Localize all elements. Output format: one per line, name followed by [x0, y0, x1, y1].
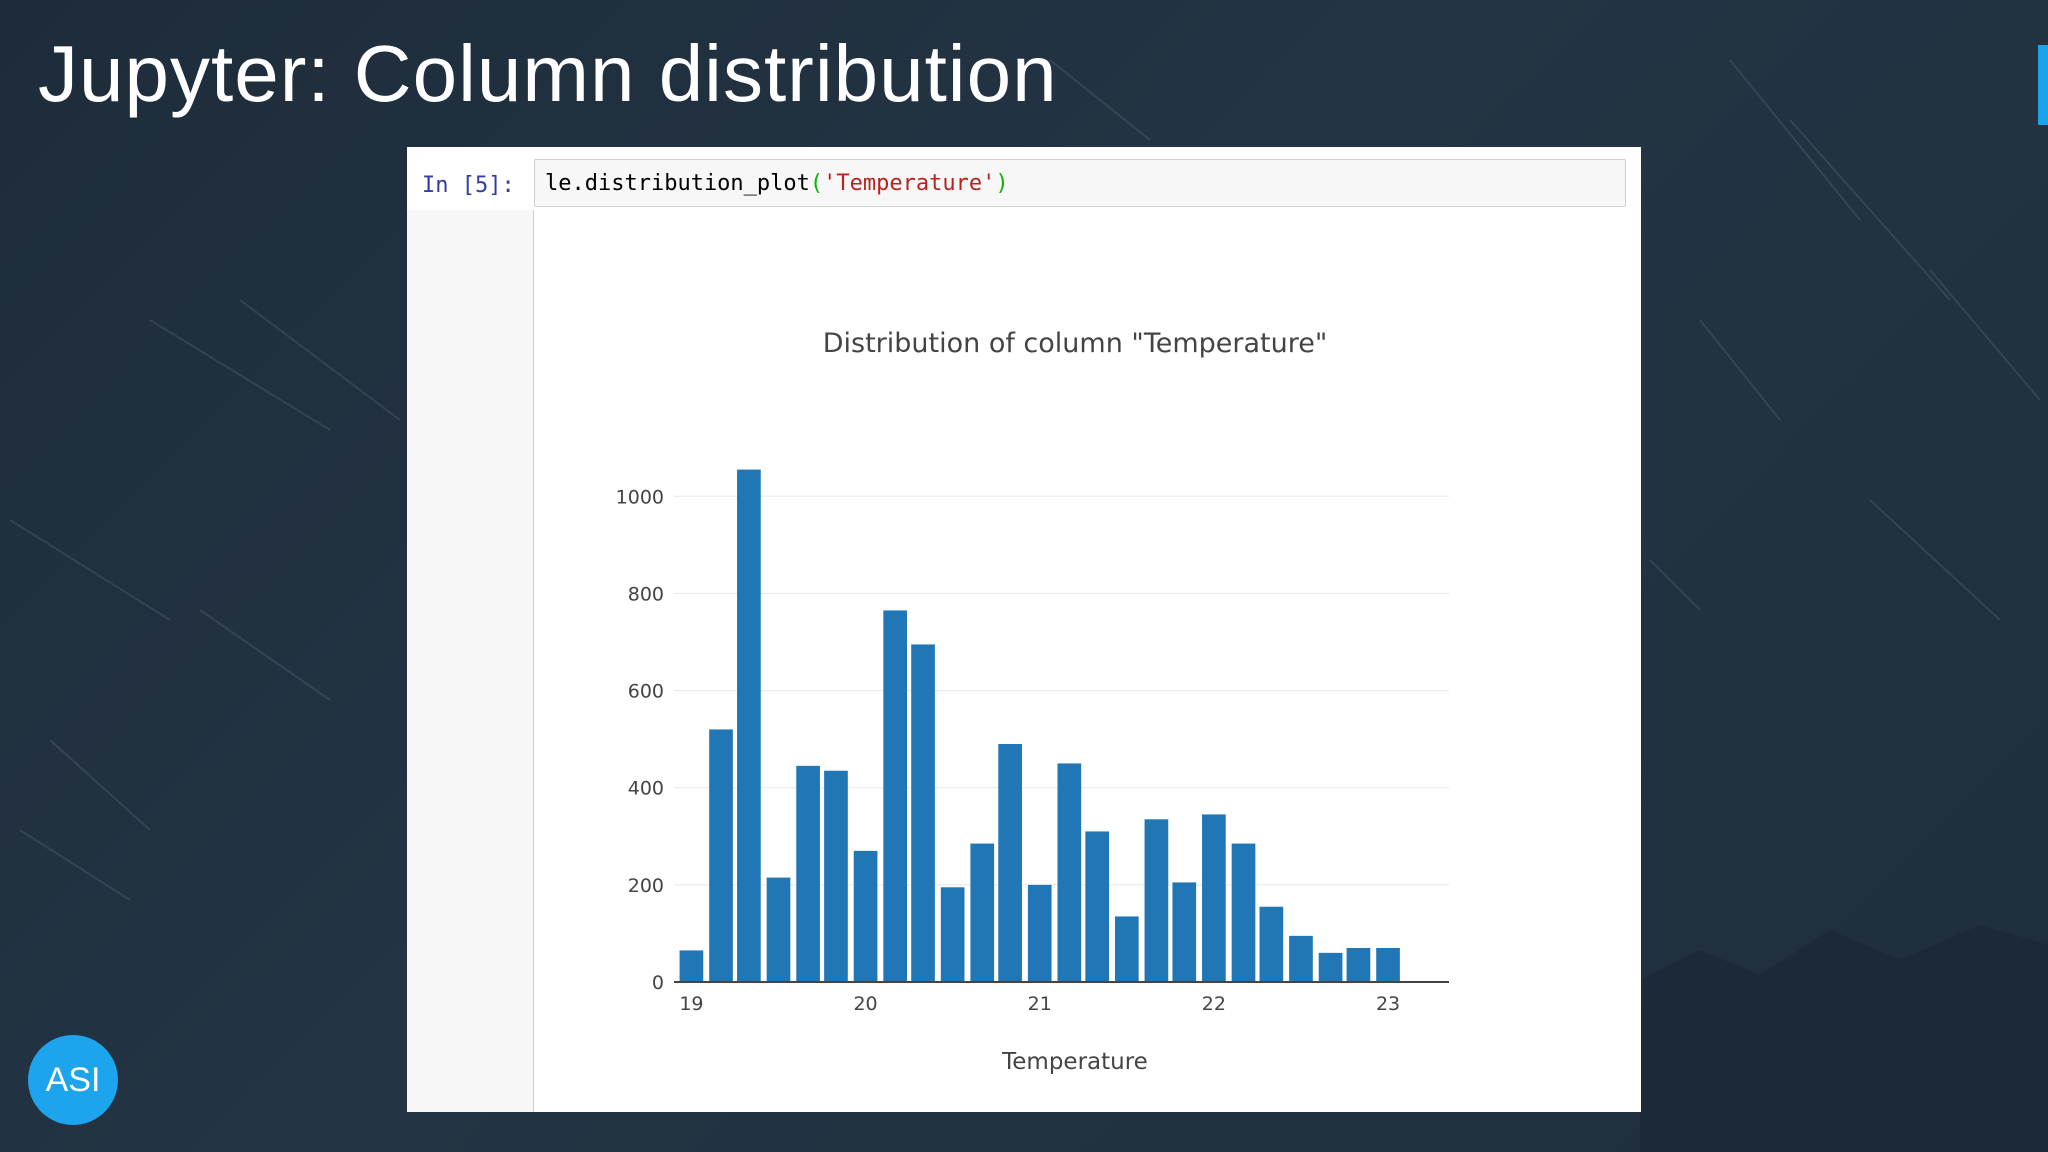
- code-close-paren: ): [995, 170, 1009, 196]
- histogram-bar: [1318, 952, 1343, 982]
- distribution-chart: Distribution of column "Temperature" 0 20…: [616, 328, 1449, 1075]
- y-tick-label: 1000: [616, 486, 664, 508]
- histogram-bar: [998, 744, 1022, 982]
- x-tick-label: 19: [679, 993, 703, 1015]
- histogram-bar: [883, 610, 908, 982]
- y-tick-label: 600: [628, 681, 664, 703]
- x-tick-label: 20: [853, 993, 877, 1015]
- histogram-bar: [1057, 763, 1082, 982]
- code-function: le.distribution_plot: [545, 170, 810, 196]
- y-axis-ticks: 0 200 400 600 800 1000: [616, 486, 664, 994]
- y-tick-label: 200: [628, 875, 664, 897]
- histogram-bar: [1259, 906, 1284, 982]
- histogram-bar: [970, 843, 995, 982]
- slide-title: Jupyter: Column distribution: [38, 29, 1058, 118]
- histogram-bar: [1172, 882, 1197, 982]
- histogram-bar: [1289, 935, 1313, 982]
- x-tick-label: 23: [1376, 993, 1400, 1015]
- x-tick-label: 21: [1028, 993, 1052, 1015]
- histogram-bar: [766, 877, 791, 982]
- chart-bars: [679, 469, 1400, 983]
- chart-title: Distribution of column "Temperature": [823, 328, 1328, 359]
- x-axis-title: Temperature: [1001, 1049, 1148, 1075]
- histogram-bar: [1231, 843, 1256, 982]
- histogram-bar: [853, 850, 878, 982]
- histogram-bar: [1114, 916, 1139, 982]
- histogram-bar: [1144, 819, 1169, 982]
- histogram-bar: [824, 770, 848, 982]
- input-prompt: In [5]:: [422, 173, 515, 198]
- x-axis-ticks: 19 20 21 22 23: [679, 993, 1400, 1015]
- corner-accent-bar: [2038, 45, 2048, 125]
- histogram-bar: [796, 765, 820, 982]
- histogram-bar: [1346, 948, 1371, 982]
- histogram-bar: [679, 950, 704, 982]
- code-open-paren: (: [809, 170, 824, 196]
- y-tick-label: 800: [628, 583, 664, 605]
- output-prompt-area: [407, 210, 534, 1112]
- histogram-bar: [709, 729, 733, 982]
- asi-logo: ASI: [28, 1035, 118, 1125]
- histogram-bar: [1202, 814, 1226, 982]
- x-tick-label: 22: [1202, 993, 1226, 1015]
- y-tick-label: 0: [652, 972, 664, 994]
- code-cell-input[interactable]: le.distribution_plot('Temperature'): [534, 159, 1626, 207]
- code-string-arg: 'Temperature': [823, 170, 996, 196]
- histogram-bar: [1027, 884, 1052, 982]
- y-tick-label: 400: [628, 778, 664, 800]
- histogram-bar: [737, 469, 761, 983]
- histogram-bar: [940, 887, 965, 982]
- histogram-bar: [1376, 948, 1400, 982]
- notebook-panel: In [5]: le.distribution_plot('Temperatur…: [407, 147, 1641, 1112]
- histogram-bar: [911, 644, 935, 982]
- logo-text: ASI: [45, 1060, 101, 1099]
- histogram-bar: [1085, 831, 1110, 982]
